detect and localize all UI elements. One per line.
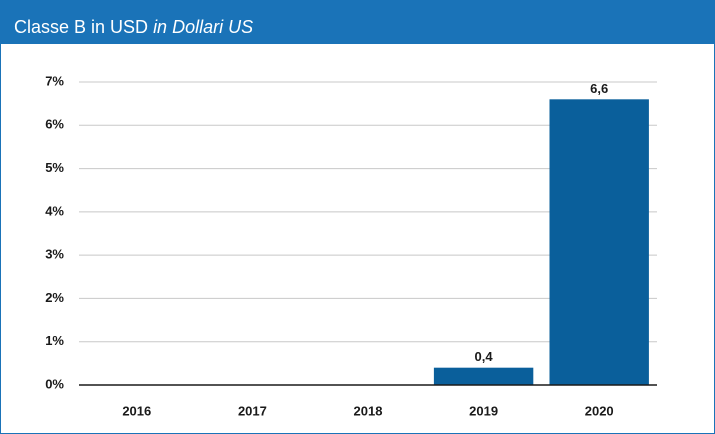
y-tick-label: 7% bbox=[45, 73, 64, 88]
value-label: 6,6 bbox=[590, 81, 608, 96]
y-tick-label: 2% bbox=[45, 290, 64, 305]
x-tick-label: 2020 bbox=[585, 403, 614, 418]
value-label: 0,4 bbox=[475, 349, 494, 364]
title-main: Classe B in USD bbox=[14, 17, 148, 37]
chart-title: Classe B in USD in Dollari US bbox=[14, 17, 253, 37]
y-tick-label: 5% bbox=[45, 160, 64, 175]
bar bbox=[433, 367, 534, 385]
header-bar bbox=[0, 0, 715, 44]
bar bbox=[549, 99, 649, 386]
x-tick-label: 2016 bbox=[122, 403, 151, 418]
y-tick-label: 4% bbox=[45, 203, 64, 218]
y-tick-label: 0% bbox=[45, 376, 64, 391]
x-tick-label: 2017 bbox=[238, 403, 267, 418]
x-tick-label: 2019 bbox=[469, 403, 498, 418]
x-tick-label: 2018 bbox=[354, 403, 383, 418]
y-tick-label: 3% bbox=[45, 247, 64, 262]
title-sub: in Dollari US bbox=[153, 17, 253, 37]
y-tick-label: 6% bbox=[45, 117, 64, 132]
y-tick-label: 1% bbox=[45, 333, 64, 348]
